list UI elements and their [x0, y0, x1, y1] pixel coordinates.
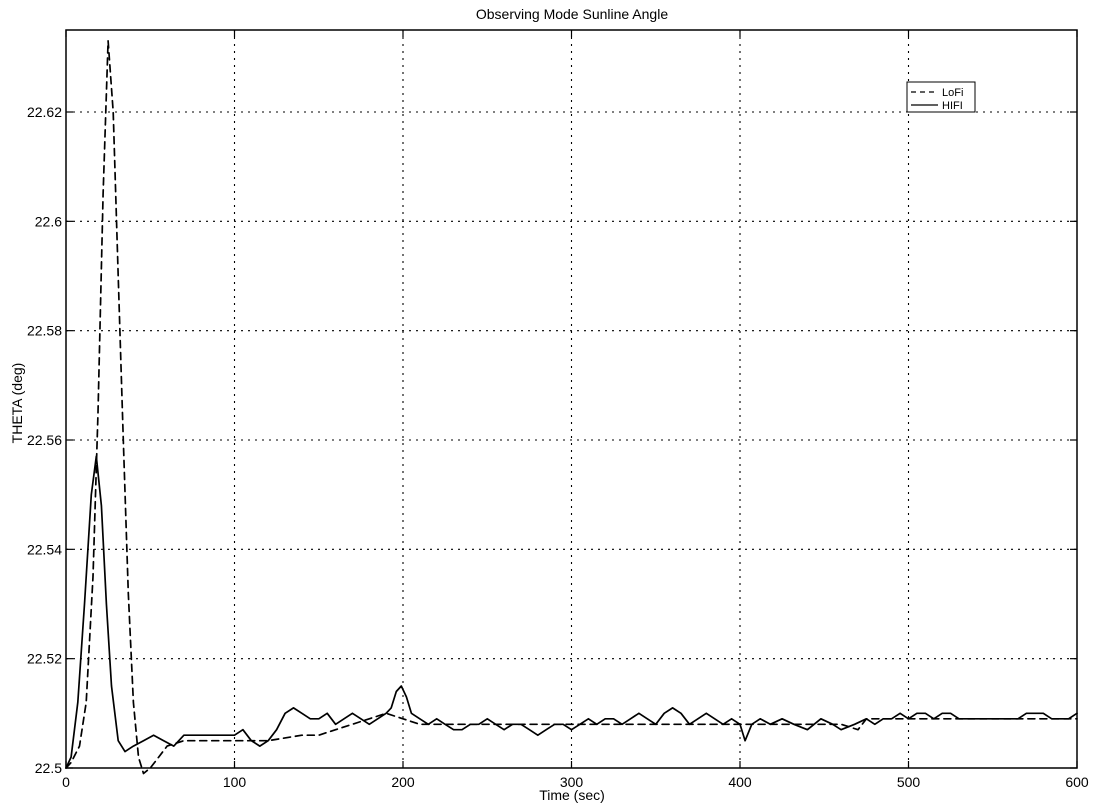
series-line-hifi — [65, 455, 1078, 769]
legend: LoFi HIFI — [906, 81, 976, 113]
legend-label-hifi: HIFI — [942, 100, 963, 112]
y-tick-label: 22.62 — [27, 104, 62, 120]
x-tick-label: 500 — [897, 774, 921, 790]
series-line-lofi — [65, 40, 1078, 775]
y-tick-label: 22.5 — [35, 760, 62, 776]
x-tick-label: 600 — [1065, 774, 1089, 790]
x-tick-label: 200 — [391, 774, 415, 790]
y-tick-label: 22.56 — [27, 432, 62, 448]
plot-frame — [65, 29, 1078, 769]
legend-box — [906, 81, 976, 113]
chart-title: Observing Mode Sunline Angle — [476, 6, 668, 22]
x-tick-label: 100 — [223, 774, 247, 790]
y-axis-label: THETA (deg) — [9, 363, 25, 444]
x-tick-label: 0 — [62, 774, 70, 790]
x-tick-label: 300 — [560, 774, 584, 790]
y-tick-label: 22.6 — [35, 213, 62, 229]
x-tick-label: 400 — [728, 774, 752, 790]
grid — [66, 30, 1077, 768]
y-tick-label: 22.52 — [27, 651, 62, 667]
axis-ticks: 0 100 200 300 400 500 600 22.5 22.52 22.54 22.56 22… — [27, 30, 1089, 790]
legend-label-lofi: LoFi — [942, 87, 963, 99]
y-tick-label: 22.54 — [27, 541, 62, 557]
series-lines — [65, 40, 1078, 775]
x-axis-label: Time (sec) — [539, 787, 605, 803]
y-tick-label: 22.58 — [27, 323, 62, 339]
